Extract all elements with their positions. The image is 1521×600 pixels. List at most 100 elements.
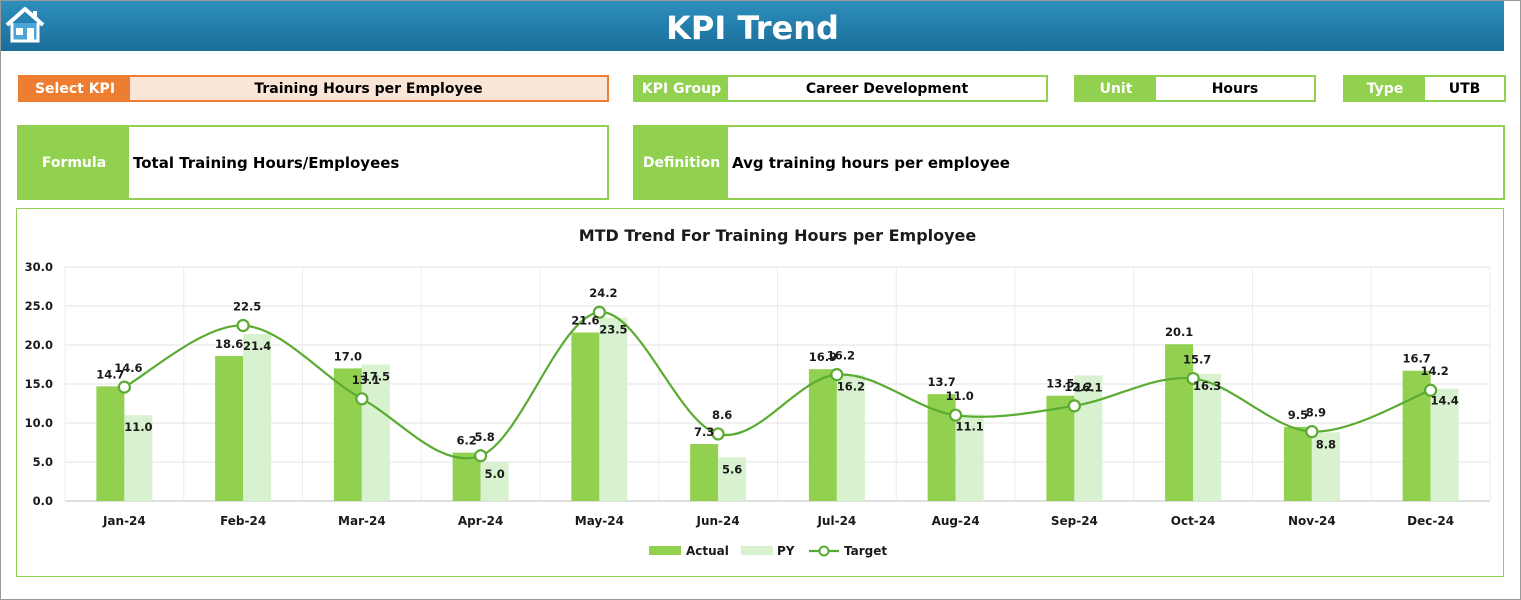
y-tick-label: 5.0 (33, 455, 53, 469)
x-tick-label: Nov-24 (1288, 514, 1336, 528)
bar-actual (215, 355, 244, 501)
bar-py (599, 317, 628, 501)
bar-py (1430, 388, 1459, 501)
target-point (1186, 371, 1200, 386)
chart-container: MTD Trend For Training Hours per Employe… (16, 208, 1504, 577)
select-kpi-label: Select KPI (20, 77, 130, 100)
data-label-target: 11.0 (945, 389, 973, 403)
target-point (1424, 383, 1438, 397)
data-label-actual: 6.2 (456, 434, 476, 448)
data-label-py: 11.0 (124, 420, 152, 434)
y-tick-label: 20.0 (25, 338, 53, 352)
data-label-actual: 17.0 (334, 349, 362, 363)
bar-py (361, 364, 390, 501)
y-tick-label: 15.0 (25, 377, 53, 391)
x-tick-label: Apr-24 (458, 514, 503, 528)
formula-value: Total Training Hours/Employees (133, 153, 400, 172)
legend-swatch-actual (649, 546, 681, 555)
select-kpi-dropdown[interactable]: Training Hours per Employee (254, 80, 483, 97)
unit-value: Hours (1211, 80, 1259, 97)
data-label-py: 16.2 (837, 380, 865, 394)
definition-label: Definition (635, 127, 728, 198)
x-tick-label: Jan-24 (102, 514, 146, 528)
bar-actual (333, 368, 362, 501)
data-label-target: 13.1 (352, 373, 380, 387)
bar-actual (1046, 395, 1075, 501)
bar-py (955, 414, 984, 501)
data-label-py: 23.5 (599, 323, 627, 337)
bar-actual (452, 452, 481, 501)
data-label-target: 8.6 (712, 408, 732, 422)
data-label-actual: 14.7 (96, 367, 124, 381)
legend-label-py: PY (777, 544, 795, 558)
target-point (1067, 399, 1081, 413)
y-tick-label: 25.0 (25, 299, 53, 313)
unit-label: Unit (1076, 77, 1156, 100)
x-tick-label: Oct-24 (1171, 514, 1216, 528)
page-title: KPI Trend (666, 9, 839, 47)
data-label-py: 8.8 (1316, 437, 1336, 451)
bar-py (836, 374, 865, 501)
x-tick-label: Jul-24 (816, 514, 856, 528)
x-tick-label: Dec-24 (1407, 514, 1454, 528)
bar-actual (1165, 344, 1194, 501)
definition-field: Definition Avg training hours per employ… (633, 125, 1505, 200)
target-point (949, 408, 963, 422)
data-label-target: 22.5 (233, 300, 261, 314)
data-label-py: 11.1 (955, 419, 983, 433)
type-label: Type (1345, 77, 1425, 100)
bar-actual (571, 332, 600, 501)
data-label-actual: 18.6 (215, 337, 243, 351)
target-point (592, 305, 606, 319)
formula-label: Formula (19, 127, 129, 198)
x-tick-label: May-24 (575, 514, 624, 528)
type-value: UTB (1448, 80, 1481, 97)
data-label-actual: 21.6 (571, 314, 599, 328)
data-label-py: 16.3 (1193, 379, 1221, 393)
bar-py (480, 462, 509, 501)
data-label-target: 12.2 (1064, 380, 1092, 394)
target-point (474, 449, 488, 463)
target-point (117, 380, 131, 394)
bar-py (243, 334, 272, 501)
target-point (711, 427, 725, 441)
bar-actual (690, 444, 719, 501)
data-label-target: 24.2 (589, 286, 617, 300)
legend-label-target: Target (844, 544, 887, 558)
formula-field: Formula Total Training Hours/Employees (17, 125, 609, 200)
y-tick-label: 30.0 (25, 260, 53, 274)
bar-py (1074, 375, 1103, 501)
data-label-target: 15.7 (1183, 353, 1211, 367)
bar-py (124, 415, 153, 501)
target-point (236, 318, 250, 333)
data-label-target: 14.6 (114, 361, 142, 375)
target-point (830, 368, 844, 382)
kpi-group-value: Career Development (805, 80, 969, 97)
type-field: Type UTB (1343, 75, 1506, 102)
data-label-py: 14.4 (1430, 394, 1458, 408)
x-tick-label: Sep-24 (1051, 514, 1098, 528)
data-label-actual: 20.1 (1165, 325, 1193, 339)
y-tick-label: 10.0 (25, 416, 53, 430)
bar-actual (808, 369, 837, 501)
data-label-actual: 13.5 (1046, 377, 1074, 391)
home-icon[interactable] (4, 4, 46, 44)
kpi-group-label: KPI Group (635, 77, 728, 100)
bar-actual (96, 386, 125, 501)
data-label-target: 14.2 (1420, 364, 1448, 378)
kpi-group-field: KPI Group Career Development (633, 75, 1048, 102)
bar-py (1193, 373, 1222, 501)
data-label-py: 16.1 (1074, 380, 1102, 394)
target-point (355, 392, 369, 406)
legend-label-actual: Actual (686, 544, 729, 558)
x-tick-label: Aug-24 (932, 514, 980, 528)
data-label-py: 5.6 (722, 462, 742, 476)
select-kpi-field: Select KPI Training Hours per Employee (18, 75, 609, 102)
unit-field: Unit Hours (1074, 75, 1316, 102)
bar-actual (1283, 426, 1312, 501)
data-label-py: 5.0 (484, 467, 504, 481)
data-label-target: 16.2 (827, 349, 855, 363)
data-label-target: 5.8 (474, 430, 494, 444)
x-tick-label: Jun-24 (696, 514, 740, 528)
data-label-actual: 16.7 (1402, 352, 1430, 366)
